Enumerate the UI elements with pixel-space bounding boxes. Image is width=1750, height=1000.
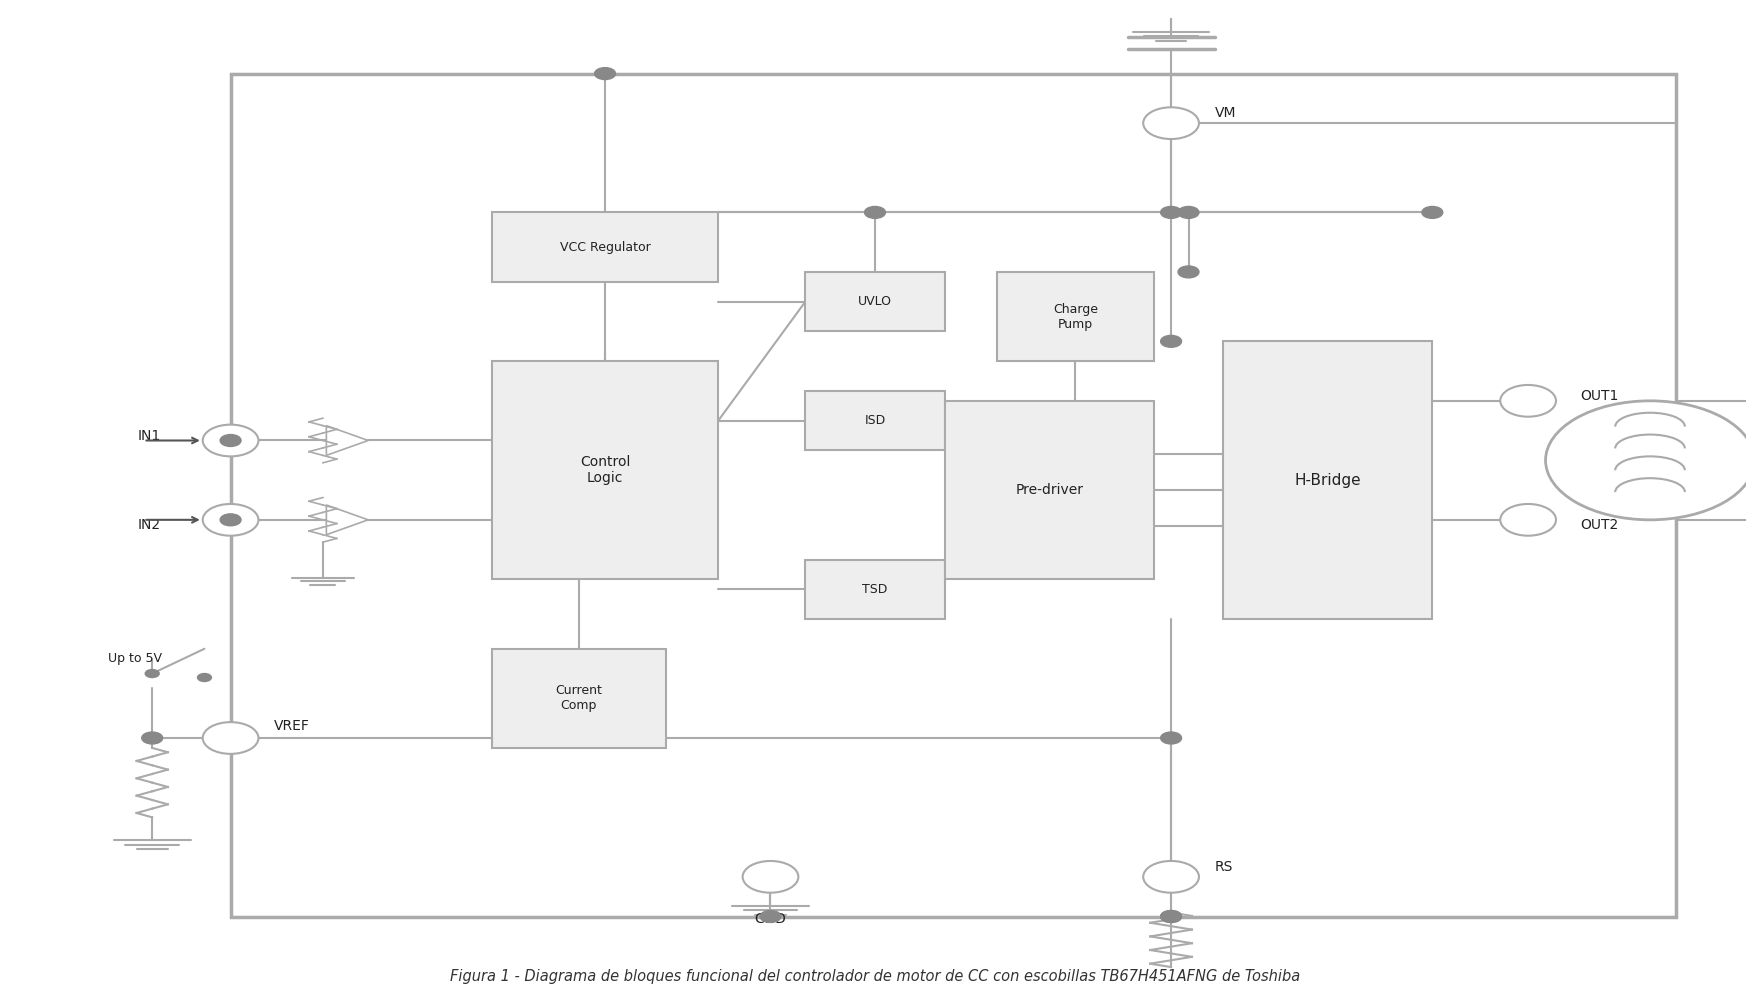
Circle shape [1160,335,1181,347]
Circle shape [1178,206,1199,218]
Text: VM: VM [1214,106,1236,120]
Text: Pre-driver: Pre-driver [1015,483,1083,497]
Text: UVLO: UVLO [858,295,892,308]
Circle shape [220,435,242,446]
Circle shape [1178,266,1199,278]
Text: IN2: IN2 [138,518,161,532]
Text: RS: RS [1214,860,1234,874]
FancyBboxPatch shape [805,272,945,331]
FancyBboxPatch shape [492,649,667,748]
Text: Charge
Pump: Charge Pump [1054,303,1097,331]
FancyBboxPatch shape [492,212,718,282]
Text: Up to 5V: Up to 5V [108,652,161,665]
Text: ISD: ISD [864,414,886,427]
Circle shape [220,514,242,526]
Circle shape [1160,732,1181,744]
Text: IN1: IN1 [138,429,161,443]
Circle shape [203,425,259,456]
Text: VCC Regulator: VCC Regulator [560,241,651,254]
Circle shape [595,68,616,80]
FancyBboxPatch shape [1223,341,1432,619]
Text: OUT1: OUT1 [1580,389,1619,403]
Circle shape [1500,385,1556,417]
Text: GND: GND [754,912,786,926]
FancyBboxPatch shape [997,272,1153,361]
Circle shape [1143,107,1199,139]
Circle shape [864,206,886,218]
Text: H-Bridge: H-Bridge [1295,473,1362,488]
FancyBboxPatch shape [492,361,718,579]
Circle shape [142,732,163,744]
Circle shape [1160,911,1181,922]
Circle shape [198,674,212,681]
Text: TSD: TSD [863,583,887,596]
Text: Figura 1 - Diagrama de bloques funcional del controlador de motor de CC con esco: Figura 1 - Diagrama de bloques funcional… [450,968,1300,984]
Circle shape [1160,206,1181,218]
Text: Control
Logic: Control Logic [579,455,630,485]
Circle shape [760,911,780,922]
Circle shape [742,861,798,893]
Text: VREF: VREF [275,719,310,733]
Circle shape [145,670,159,678]
Text: OUT2: OUT2 [1580,518,1619,532]
FancyBboxPatch shape [945,401,1153,579]
Circle shape [1160,911,1181,922]
Circle shape [1500,504,1556,536]
Circle shape [203,504,259,536]
Circle shape [203,722,259,754]
FancyBboxPatch shape [805,560,945,619]
Text: Current
Comp: Current Comp [555,684,602,712]
Circle shape [1423,206,1442,218]
Circle shape [1143,861,1199,893]
Circle shape [1545,401,1750,520]
FancyBboxPatch shape [805,391,945,450]
